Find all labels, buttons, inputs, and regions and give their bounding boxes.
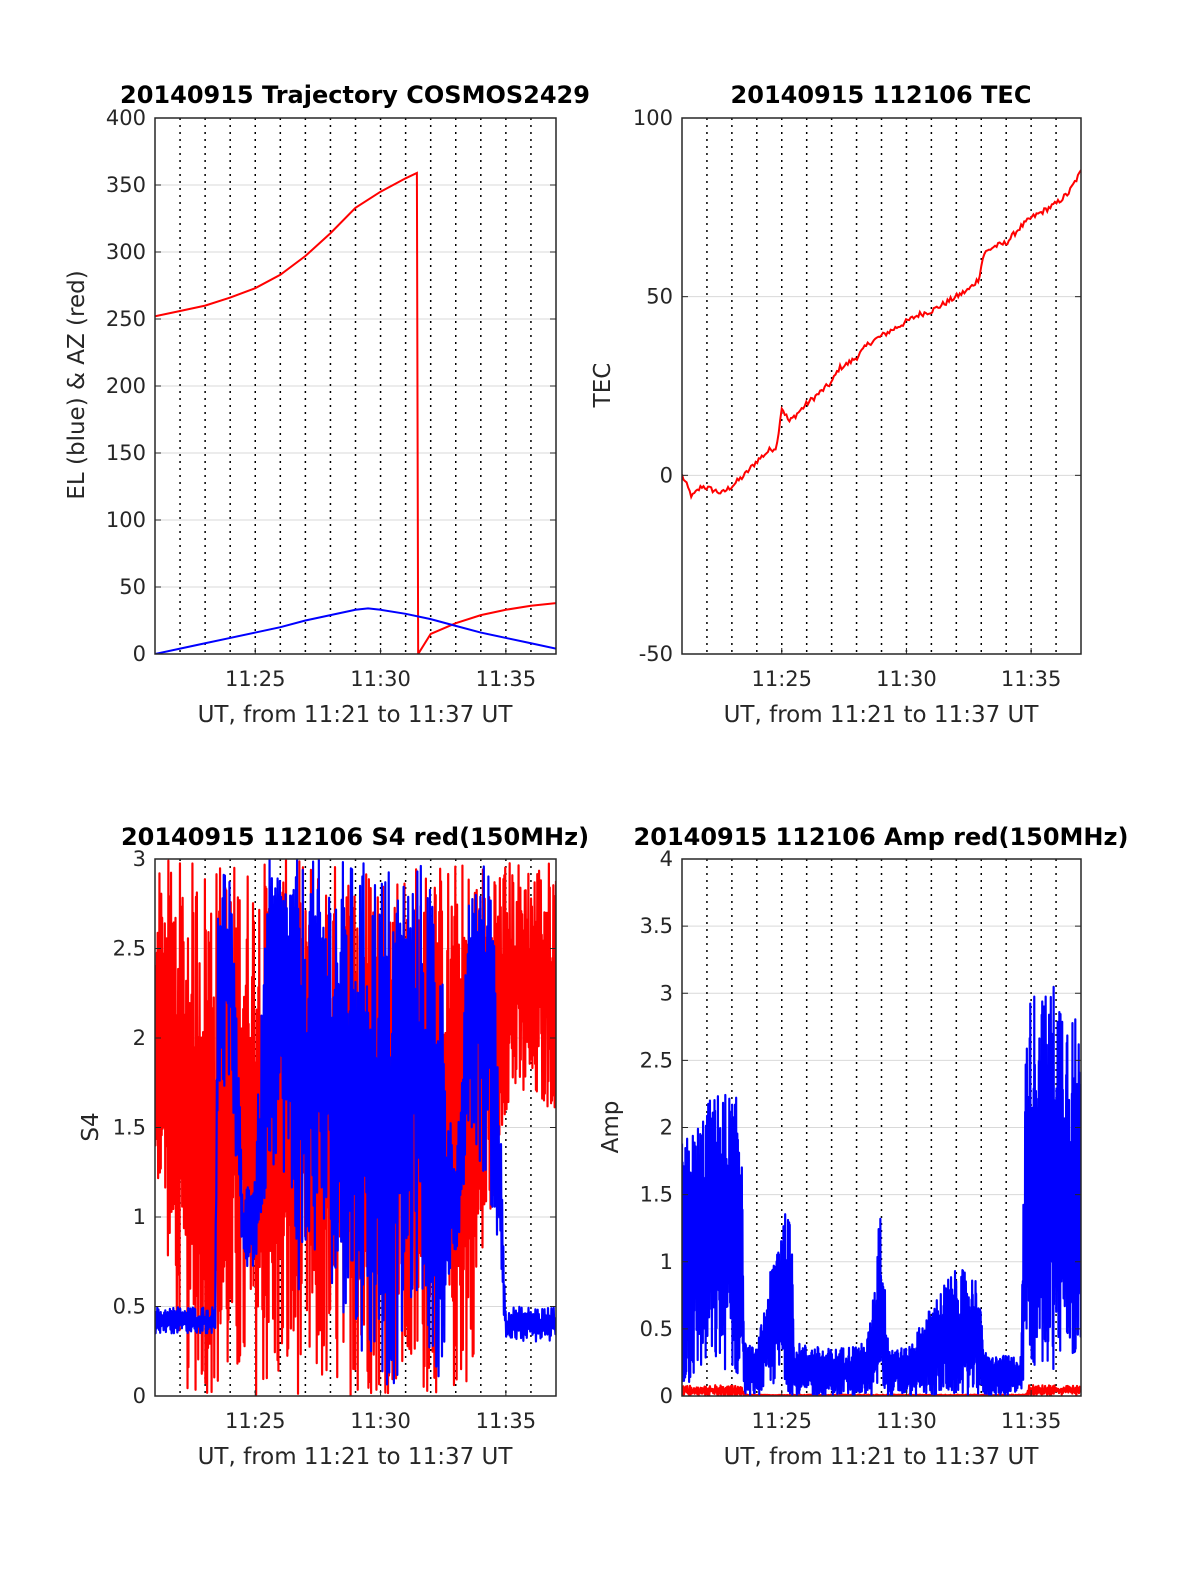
y-tick-label: 2: [133, 1026, 146, 1050]
series-line-1: [155, 607, 556, 654]
x-tick-label: 11:25: [751, 1409, 812, 1433]
series-trace-1: [682, 985, 1081, 1396]
x-tick-label: 11:30: [876, 667, 937, 691]
y-tick-label: 150: [106, 441, 146, 465]
x-tick-label: 11:35: [476, 667, 537, 691]
y-tick-label: 100: [106, 508, 146, 532]
x-axis-label-amp: UT, from 11:21 to 11:37 UT: [724, 1444, 1040, 1470]
series-group: [682, 169, 1081, 500]
y-axis-label-tec: TEC: [590, 363, 616, 409]
x-axis-label-tec: UT, from 11:21 to 11:37 UT: [724, 702, 1040, 728]
y-tick-label: 0.5: [640, 1317, 673, 1341]
series-group: [682, 985, 1081, 1396]
x-tick-label: 11:30: [350, 667, 411, 691]
y-tick-label: 2: [660, 1116, 673, 1140]
x-tick-label: 11:25: [225, 1409, 286, 1433]
y-tick-label: 300: [106, 240, 146, 264]
y-axis-label-s4: S4: [78, 1112, 104, 1141]
series-trace-1: [155, 859, 556, 1386]
y-tick-label: 3.5: [640, 914, 673, 938]
y-tick-label: 0.5: [113, 1295, 146, 1319]
panel-amp: 20140915 112106 Amp red(150MHz) UT, from…: [598, 823, 1128, 1470]
y-tick-label: 0: [133, 642, 146, 666]
y-axis-label-amp: Amp: [598, 1101, 624, 1154]
y-tick-label: 4: [660, 847, 673, 871]
panel-s4: 20140915 112106 S4 red(150MHz) UT, from …: [78, 823, 589, 1470]
y-tick-label: 3: [133, 847, 146, 871]
y-tick-label: 1: [660, 1250, 673, 1274]
x-tick-label: 11:35: [1001, 667, 1062, 691]
x-tick-label: 11:25: [225, 667, 286, 691]
x-tick-label: 11:30: [876, 1409, 937, 1433]
y-tick-label: 50: [119, 575, 146, 599]
y-tick-label: 1.5: [113, 1116, 146, 1140]
plot-area-s4: 0 0.5 1 1.5 2 2.5 3 11:25 11:30 11:35: [113, 847, 557, 1433]
chart-title-s4: 20140915 112106 S4 red(150MHz): [121, 823, 589, 851]
series-group: [155, 859, 556, 1396]
plot-area-trajectory: 0 50 100 150 200 250 300 350 400 11:25 11:30 11:35: [106, 106, 557, 691]
series-line-0: [155, 171, 556, 654]
y-tick-label: 200: [106, 374, 146, 398]
y-tick-label: 50: [646, 285, 673, 309]
y-tick-label: 250: [106, 307, 146, 331]
y-tick-label: 3: [660, 981, 673, 1005]
plot-area-tec: -50 0 50 100 11:25 11:30 11:35: [633, 106, 1082, 691]
chart-title-amp: 20140915 112106 Amp red(150MHz): [634, 823, 1129, 851]
plot-area-amp: 0 0.5 1 1.5 2 2.5 3 3.5 4 11:25 11:30 11:35: [640, 847, 1082, 1433]
y-tick-label: 1.5: [640, 1183, 673, 1207]
series-line-0: [682, 169, 1081, 500]
y-tick-label: 400: [106, 106, 146, 130]
series-trace-0: [682, 1384, 1081, 1396]
chart-title-tec: 20140915 112106 TEC: [731, 81, 1032, 109]
x-tick-label: 11:35: [476, 1409, 537, 1433]
x-tick-label: 11:25: [751, 667, 812, 691]
panel-trajectory: 20140915 Trajectory COSMOS2429 UT, from …: [64, 81, 590, 728]
chart-title-trajectory: 20140915 Trajectory COSMOS2429: [120, 81, 590, 109]
y-tick-label: 2.5: [113, 937, 146, 961]
y-tick-label: 350: [106, 173, 146, 197]
panel-tec: 20140915 112106 TEC UT, from 11:21 to 11…: [590, 81, 1082, 728]
x-axis-label-trajectory: UT, from 11:21 to 11:37 UT: [198, 702, 514, 728]
x-tick-label: 11:30: [350, 1409, 411, 1433]
x-tick-label: 11:35: [1001, 1409, 1062, 1433]
x-axis-label-s4: UT, from 11:21 to 11:37 UT: [198, 1444, 514, 1470]
y-tick-label: 2.5: [640, 1048, 673, 1072]
y-tick-label: 1: [133, 1205, 146, 1229]
y-tick-label: -50: [639, 642, 673, 666]
y-tick-label: 0: [660, 463, 673, 487]
y-axis-label-trajectory: EL (blue) & AZ (red): [64, 270, 90, 499]
y-tick-label: 0: [660, 1384, 673, 1408]
y-tick-label: 0: [133, 1384, 146, 1408]
series-group: [155, 171, 556, 654]
y-tick-label: 100: [633, 106, 673, 130]
plot-frame: [681, 117, 1082, 655]
